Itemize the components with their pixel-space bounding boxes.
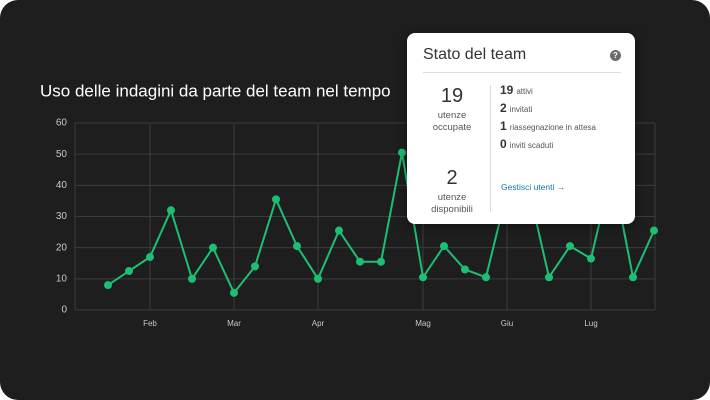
stat: 0 inviti scaduti — [500, 137, 553, 151]
data-point — [251, 262, 259, 271]
y-tick-label: 40 — [56, 180, 68, 191]
data-point — [566, 242, 574, 251]
stat: 19 attivi — [500, 83, 533, 97]
team-card: Stato del team ? 19 utenze occupate 2 ut… — [407, 33, 635, 224]
data-point — [650, 226, 658, 235]
x-tick-label: Apr — [312, 319, 325, 328]
data-point — [629, 273, 637, 282]
data-point — [587, 254, 595, 263]
used-number: 19 — [440, 85, 464, 107]
data-point — [377, 257, 385, 266]
stat: 2 invitati — [500, 101, 532, 115]
manage-users-link[interactable]: Gestisci utenti → — [501, 182, 566, 192]
stat-number: 1 — [500, 119, 507, 133]
data-point — [125, 267, 133, 276]
card-title: Stato del team — [423, 46, 527, 63]
data-point — [272, 195, 280, 204]
x-tick-label: Mar — [227, 319, 241, 328]
data-point — [293, 242, 301, 251]
y-tick-label: 0 — [61, 305, 67, 316]
divider — [423, 72, 621, 73]
x-tick-label: Giu — [501, 319, 513, 328]
used-seats: 19 utenze occupate — [421, 85, 483, 134]
data-point — [440, 242, 448, 251]
data-point — [146, 253, 154, 262]
data-point — [356, 257, 364, 266]
stat-number: 2 — [500, 101, 507, 115]
x-tick-label: Feb — [143, 319, 157, 328]
stat: 1 riassegnazione in attesa — [500, 119, 596, 133]
data-point — [209, 243, 217, 252]
y-tick-label: 50 — [56, 149, 68, 160]
stat-number: 19 — [500, 83, 514, 97]
y-tick-label: 30 — [56, 211, 68, 222]
stat-label: riassegnazione in attesa — [509, 123, 596, 132]
data-point — [104, 281, 112, 290]
stat-label: attivi — [516, 87, 533, 96]
y-tick-label: 10 — [56, 273, 68, 284]
data-point — [314, 274, 322, 283]
data-point — [188, 274, 196, 283]
available-seats: 2 utenze disponibili — [421, 167, 483, 216]
y-tick-label: 20 — [56, 242, 68, 253]
divider — [490, 85, 491, 212]
stat-label: invitati — [509, 105, 533, 114]
data-point — [167, 206, 175, 215]
y-tick-label: 60 — [56, 118, 68, 129]
chart-title: Uso delle indagini da parte del team nel… — [40, 81, 391, 100]
data-point — [230, 288, 238, 297]
used-label: utenze occupate — [432, 110, 472, 133]
x-tick-label: Mag — [415, 319, 431, 328]
available-number: 2 — [446, 167, 458, 189]
data-point — [461, 265, 469, 274]
stat-label: inviti scaduti — [509, 141, 554, 150]
data-point — [482, 273, 490, 282]
help-icon[interactable]: ? — [610, 50, 621, 61]
available-label: utenze disponibili — [431, 192, 473, 215]
data-point — [419, 273, 427, 282]
data-point — [398, 148, 406, 157]
x-tick-label: Lug — [584, 319, 597, 328]
stat-number: 0 — [500, 137, 507, 151]
data-point — [335, 226, 343, 235]
data-point — [545, 273, 553, 282]
